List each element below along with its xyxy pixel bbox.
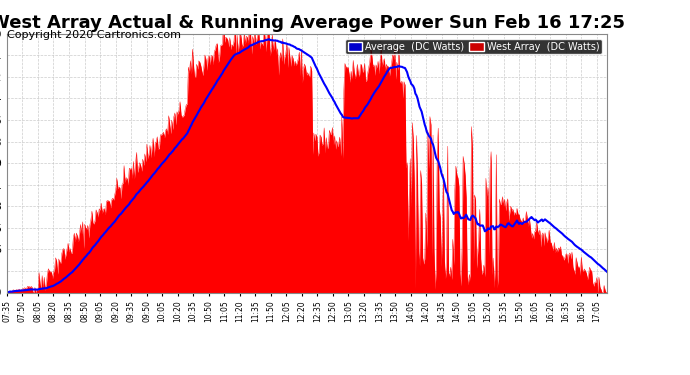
Legend: Average  (DC Watts), West Array  (DC Watts): Average (DC Watts), West Array (DC Watts… <box>345 39 602 54</box>
Text: Copyright 2020 Cartronics.com: Copyright 2020 Cartronics.com <box>7 30 181 39</box>
Title: West Array Actual & Running Average Power Sun Feb 16 17:25: West Array Actual & Running Average Powe… <box>0 14 624 32</box>
